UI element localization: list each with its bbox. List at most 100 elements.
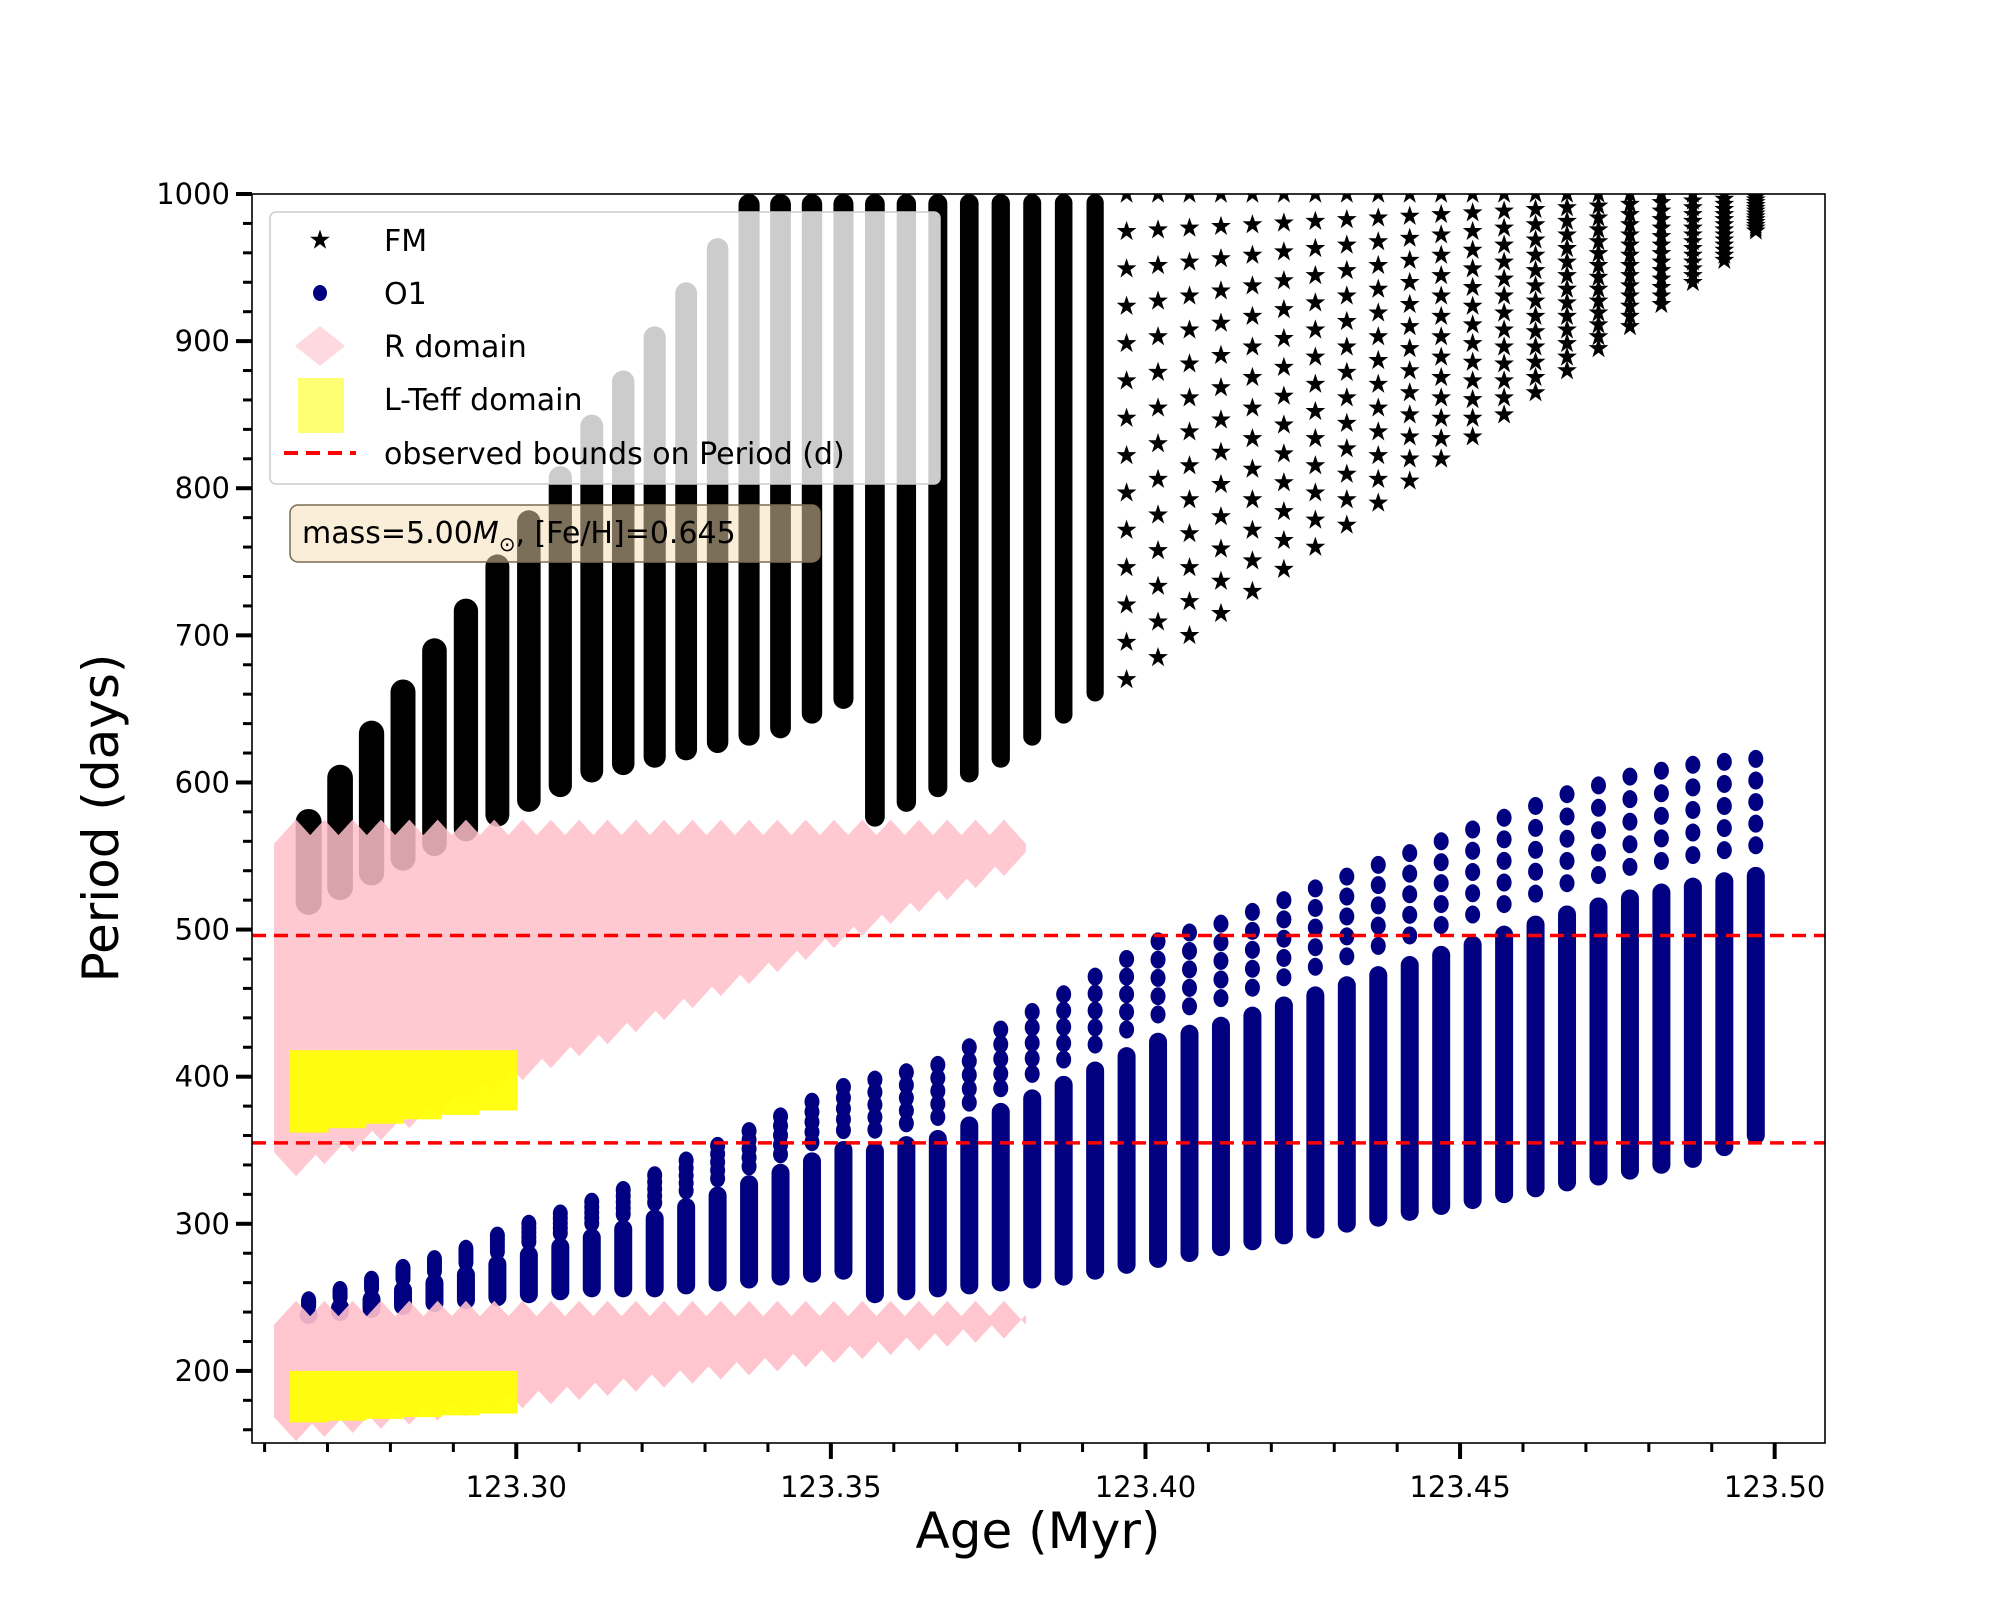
- o1-circle-point: [1590, 798, 1606, 817]
- r-domain-diamond-column: [953, 819, 998, 889]
- o1-circle-point: [1213, 951, 1229, 970]
- o1-circle-point: [1244, 940, 1260, 959]
- legend-item-fm: FM: [310, 224, 427, 259]
- o1-circle-point: [898, 1076, 914, 1095]
- legend-item-observed-bounds: observed bounds on Period (d): [284, 437, 845, 472]
- o1-circle-point: [1402, 905, 1418, 924]
- o1-circle-point: [1213, 933, 1229, 952]
- o1-circle-point: [1433, 916, 1449, 935]
- fm-loop: [1054, 194, 1073, 724]
- x-tick-label: 123.45: [1409, 1470, 1510, 1504]
- fm-loop: [1086, 194, 1104, 702]
- o1-loop: [1023, 1089, 1042, 1289]
- o1-circle-point: [1119, 949, 1135, 968]
- y-tick-label: 900: [175, 324, 230, 358]
- o1-circle-point: [1402, 844, 1418, 863]
- o1-circle-point: [1465, 863, 1481, 882]
- o1-circle-point: [867, 1120, 883, 1139]
- o1-circle-point: [961, 1065, 977, 1084]
- o1-circle-point: [1528, 884, 1544, 903]
- o1-circle-point: [1496, 808, 1512, 827]
- o1-circle-point: [1339, 927, 1355, 946]
- plot-area: [251, 193, 1826, 1444]
- r-domain-diamond-column: [727, 1300, 772, 1376]
- o1-circle-point: [961, 1079, 977, 1098]
- o1-circle-point: [1119, 985, 1135, 1004]
- x-tick-label: 123.50: [1724, 1470, 1825, 1504]
- fm-loop: [959, 194, 979, 783]
- o1-circle-point: [521, 1214, 537, 1233]
- o1-circle-point: [1024, 1002, 1040, 1021]
- o1-circle-point: [426, 1250, 442, 1269]
- o1-circle-point: [1528, 862, 1544, 881]
- o1-circle-point: [1748, 793, 1764, 812]
- y-tick-label: 1000: [156, 177, 230, 211]
- o1-loop: [1054, 1075, 1073, 1286]
- o1-loop: [1432, 945, 1451, 1215]
- o1-circle-point: [1087, 1001, 1103, 1020]
- o1-circle-point: [1653, 829, 1669, 848]
- o1-circle-point: [1685, 846, 1701, 865]
- o1-circle-point: [1622, 835, 1638, 854]
- o1-circle-point: [898, 1063, 914, 1082]
- o1-circle-point: [1087, 984, 1103, 1003]
- o1-circle-point: [1339, 907, 1355, 926]
- o1-circle-point: [1622, 767, 1638, 786]
- square-marker-icon: [298, 378, 344, 433]
- o1-circle-point: [1056, 1050, 1072, 1069]
- o1-circle-point: [993, 1079, 1009, 1098]
- l-teff-square-column: [289, 1050, 329, 1133]
- o1-loop: [1149, 1032, 1168, 1268]
- annotation-box: [289, 504, 821, 563]
- l-teff-square-column: [327, 1050, 367, 1129]
- o1-circle-point: [993, 1020, 1009, 1039]
- l-teff-square-column: [289, 1370, 329, 1423]
- o1-loop: [991, 1102, 1010, 1292]
- legend-label: FM: [384, 224, 427, 259]
- o1-circle-point: [332, 1281, 348, 1300]
- o1-circle-point: [961, 1038, 977, 1057]
- fm-loop: [991, 194, 1010, 768]
- legend: FM O1 R domain L-Teff domain observed bo…: [269, 211, 941, 485]
- legend-label: R domain: [384, 330, 527, 365]
- o1-circle-point: [1748, 836, 1764, 855]
- o1-circle-point: [1590, 843, 1606, 862]
- o1-circle-point: [1276, 891, 1292, 910]
- o1-circle-point: [1496, 830, 1512, 849]
- o1-circle-point: [1024, 1064, 1040, 1083]
- r-domain-diamond-column: [981, 1300, 1026, 1339]
- o1-circle-point: [993, 1035, 1009, 1054]
- legend-label: observed bounds on Period (d): [384, 437, 845, 472]
- o1-circle-point: [458, 1239, 474, 1258]
- o1-loop: [551, 1237, 570, 1301]
- o1-circle-point: [930, 1107, 946, 1126]
- r-domain-diamond-column: [812, 1300, 857, 1364]
- o1-loop: [645, 1209, 664, 1298]
- o1-circle-point: [1622, 812, 1638, 831]
- r-domain-diamond-column: [925, 1300, 970, 1347]
- diamond-marker-icon: [295, 326, 345, 366]
- x-axis-label: Age (Myr): [916, 1502, 1161, 1560]
- o1-circle-point: [1087, 967, 1103, 986]
- o1-loop: [960, 1116, 979, 1295]
- y-tick-label: 800: [175, 471, 230, 505]
- o1-loop: [897, 1136, 916, 1301]
- o1-circle-point: [1307, 918, 1323, 937]
- r-domain-diamond-column: [868, 1300, 913, 1355]
- o1-loop: [865, 1142, 884, 1304]
- o1-loop: [1337, 976, 1356, 1233]
- o1-circle-point: [1213, 989, 1229, 1008]
- o1-circle-point: [1528, 840, 1544, 859]
- o1-loop: [1400, 956, 1419, 1221]
- o1-circle-point: [1716, 752, 1732, 771]
- o1-loop: [802, 1152, 821, 1283]
- o1-circle-point: [1653, 851, 1669, 870]
- o1-circle-point: [1716, 797, 1732, 816]
- o1-circle-point: [1339, 947, 1355, 966]
- l-teff-square-column: [403, 1050, 442, 1120]
- o1-circle-point: [1370, 936, 1386, 955]
- o1-circle-point: [1748, 771, 1764, 790]
- legend-item-o1: O1: [313, 277, 427, 312]
- o1-circle-point: [1465, 905, 1481, 924]
